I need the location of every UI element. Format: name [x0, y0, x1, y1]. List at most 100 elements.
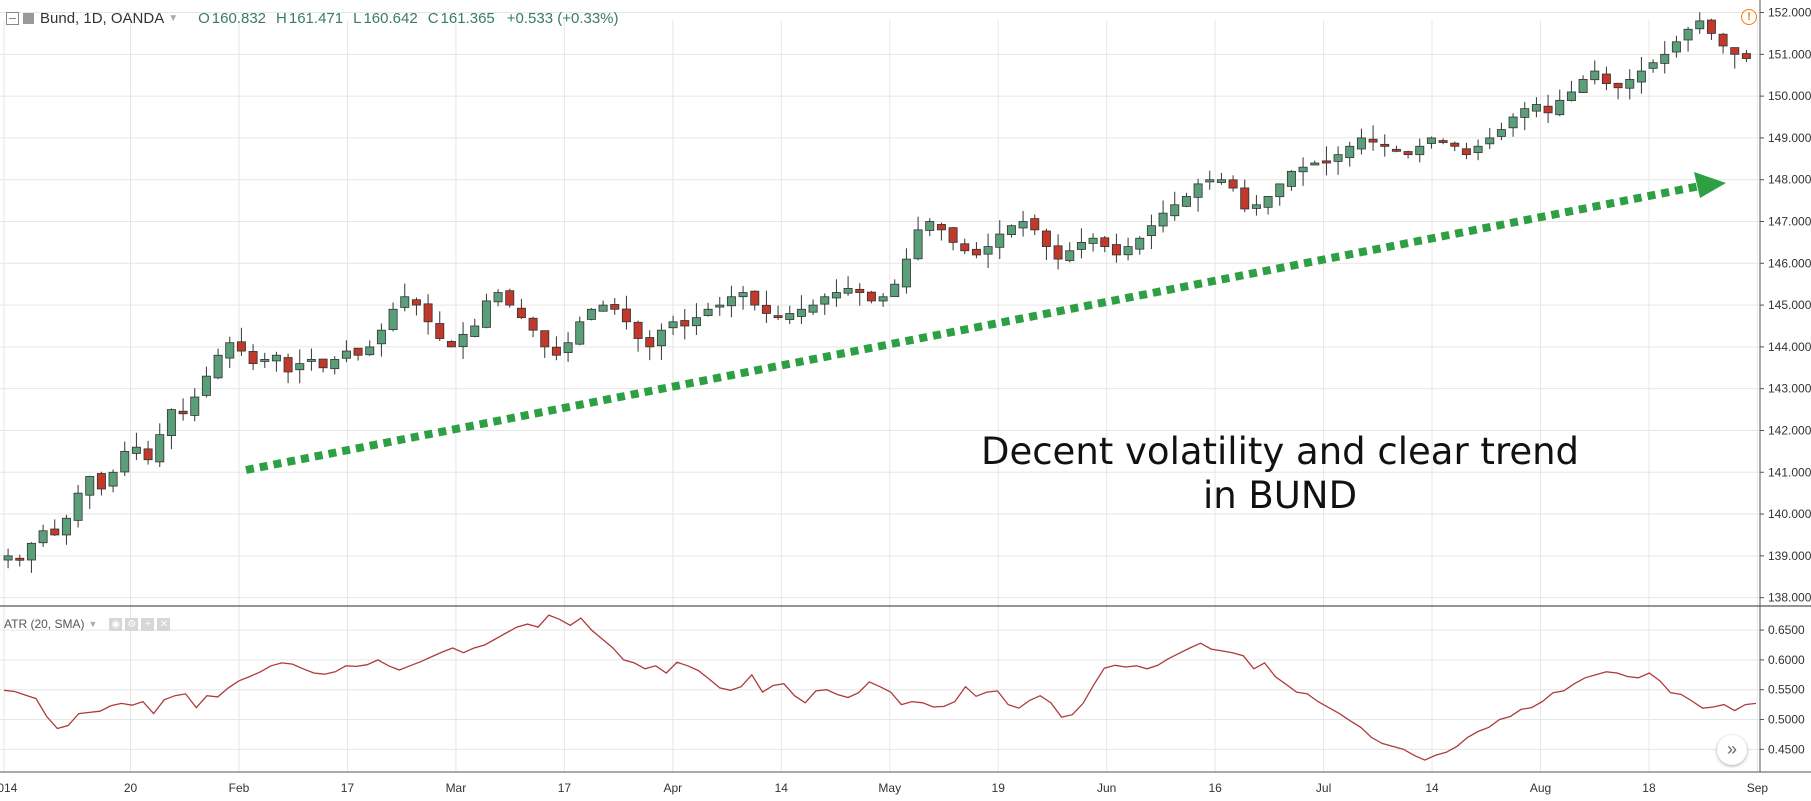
candle-body — [225, 342, 235, 359]
open-value: 160.832 — [211, 9, 267, 27]
candle-body — [691, 317, 701, 327]
x-tick-label: Mar — [446, 781, 467, 795]
y-tick-label: 149.000 — [1768, 131, 1811, 145]
y-tick-label: 152.000 — [1768, 6, 1811, 20]
y-tick-label: 142.000 — [1768, 423, 1811, 437]
candle-body — [1298, 166, 1308, 173]
candle-body — [715, 304, 725, 308]
y-tick-label: 144.000 — [1768, 340, 1811, 354]
candle-body — [388, 308, 398, 331]
candle-body — [96, 473, 106, 490]
candle-body — [1485, 137, 1495, 145]
candle-body — [1706, 19, 1716, 34]
atr-y-tick-label: 0.5500 — [1768, 683, 1805, 697]
chevron-down-icon[interactable]: ▼ — [88, 619, 98, 629]
candle-body — [446, 341, 456, 348]
candle-body — [166, 409, 176, 436]
indicator-label[interactable]: ATR (20, SMA) — [4, 617, 85, 631]
candle-body — [645, 337, 655, 348]
candle-body — [1613, 82, 1623, 89]
candle-body — [1228, 179, 1238, 189]
candle-body — [423, 303, 433, 323]
high-value: 161.471 — [288, 9, 344, 27]
candle-body — [855, 288, 865, 293]
candle-body — [586, 308, 596, 320]
x-tick-label: Aug — [1530, 781, 1551, 795]
candle-body — [26, 542, 36, 561]
x-tick-label: 19 — [992, 781, 1006, 795]
x-tick-label: Apr — [663, 781, 682, 795]
candle-body — [796, 308, 806, 317]
candle-body — [143, 448, 153, 461]
x-tick-label: Jul — [1316, 781, 1331, 795]
scroll-forward-icon[interactable]: » — [1717, 735, 1747, 765]
x-tick-label: 17 — [341, 781, 355, 795]
candle-body — [1135, 237, 1145, 250]
y-tick-label: 141.000 — [1768, 465, 1811, 479]
candle-body — [108, 471, 118, 487]
candle-body — [936, 224, 946, 231]
candle-body — [1006, 225, 1016, 235]
y-tick-label: 148.000 — [1768, 173, 1811, 187]
candle-body — [1368, 138, 1378, 143]
candle-body — [1531, 104, 1541, 112]
candle-body — [1426, 137, 1436, 144]
candle-body — [1170, 204, 1180, 217]
candle-body — [1356, 137, 1366, 150]
collapse-icon[interactable] — [6, 11, 19, 25]
candle-body — [1076, 241, 1086, 250]
atr-y-tick-label: 0.6500 — [1768, 623, 1805, 637]
candle-body — [73, 492, 83, 521]
more-icon[interactable]: + — [141, 617, 155, 631]
candle-body — [470, 325, 480, 337]
alert-icon[interactable]: ! — [1741, 9, 1757, 25]
candle-body — [1695, 20, 1705, 30]
candle-body — [260, 359, 270, 362]
candle-body — [131, 446, 141, 454]
candle-body — [808, 304, 818, 313]
settings-icon[interactable]: ⚙ — [125, 617, 139, 631]
candle-body — [1018, 221, 1028, 229]
candle-body — [750, 290, 760, 306]
candle-body — [1590, 70, 1600, 81]
candle-body — [15, 557, 25, 561]
candle-body — [1146, 225, 1156, 236]
symbol-label[interactable]: Bund, 1D, OANDA — [40, 9, 165, 27]
annotation-text: Decent volatility and clear trend in BUN… — [960, 430, 1600, 518]
close-value: 161.365 — [440, 9, 495, 27]
candle-body — [1438, 140, 1448, 143]
low-value: 160.642 — [363, 9, 418, 27]
candle-body — [1520, 108, 1530, 118]
candle-body — [1158, 212, 1168, 227]
visibility-icon[interactable]: ◉ — [109, 617, 123, 631]
candle-body — [1461, 148, 1471, 156]
atr-y-tick-label: 0.4500 — [1768, 742, 1805, 756]
candle-body — [435, 323, 445, 339]
atr-y-tick-label: 0.5000 — [1768, 713, 1805, 727]
candle-body — [318, 358, 328, 369]
candle-body — [505, 290, 515, 306]
y-tick-label: 138.000 — [1768, 591, 1811, 605]
candle-body — [528, 317, 538, 331]
candle-body — [1041, 230, 1051, 247]
candle-body — [820, 296, 830, 305]
x-tick-label: 16 — [1208, 781, 1222, 795]
chevron-down-icon[interactable]: ▼ — [168, 12, 179, 24]
candle-body — [1100, 237, 1110, 247]
x-tick-label: Jun — [1097, 781, 1116, 795]
candle-body — [1286, 170, 1296, 187]
candle-body — [1636, 70, 1646, 83]
candle-body — [1741, 53, 1751, 59]
candle-body — [703, 308, 713, 316]
candle-body — [330, 359, 340, 370]
candle-body — [1671, 41, 1681, 53]
chart-header: Bund, 1D, OANDA ▼ O 160.832 H 161.471 L … — [0, 0, 1760, 36]
candle-body — [516, 307, 526, 319]
close-icon[interactable]: ✕ — [157, 617, 171, 631]
low-label: L — [353, 9, 362, 27]
candle-body — [890, 283, 900, 298]
candle-body — [785, 313, 795, 320]
candle-body — [726, 296, 736, 307]
symbol-color-icon — [23, 12, 34, 24]
